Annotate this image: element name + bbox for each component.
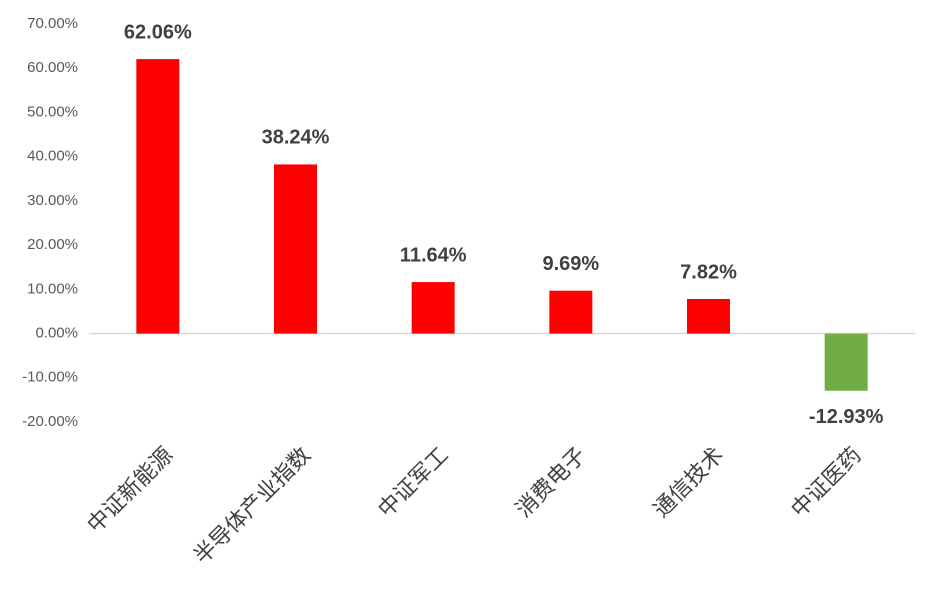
bar [549, 290, 593, 334]
x-tick-label: 中证军工 [374, 443, 454, 523]
y-tick-label: 40.00% [27, 148, 78, 165]
y-tick-label: 0.00% [35, 325, 78, 342]
x-tick-label: 通信技术 [649, 443, 729, 523]
y-tick-label: -10.00% [22, 369, 78, 386]
y-tick-label: -20.00% [22, 413, 78, 430]
y-tick-label: 50.00% [27, 103, 78, 120]
value-label: 9.69% [542, 253, 599, 275]
value-label: 11.64% [400, 244, 467, 266]
bar [274, 164, 317, 334]
y-tick-label: 10.00% [27, 280, 78, 297]
value-label: 38.24% [262, 127, 330, 149]
bar [136, 59, 180, 334]
y-tick-label: 20.00% [27, 236, 78, 253]
value-label: 62.06% [124, 21, 192, 43]
value-label: -12.93% [809, 406, 884, 428]
y-tick-label: 30.00% [27, 192, 78, 209]
x-tick-label: 半导体产业指数 [189, 443, 316, 570]
value-label: 7.82% [680, 261, 737, 283]
bar [687, 298, 730, 334]
bar [824, 333, 868, 391]
y-tick-label: 70.00% [27, 15, 78, 32]
bar [411, 282, 455, 334]
x-tick-label: 中证医药 [787, 443, 867, 523]
x-tick-label: 消费电子 [511, 443, 591, 523]
x-tick-label: 中证新能源 [83, 443, 178, 538]
y-tick-label: 60.00% [27, 59, 78, 76]
